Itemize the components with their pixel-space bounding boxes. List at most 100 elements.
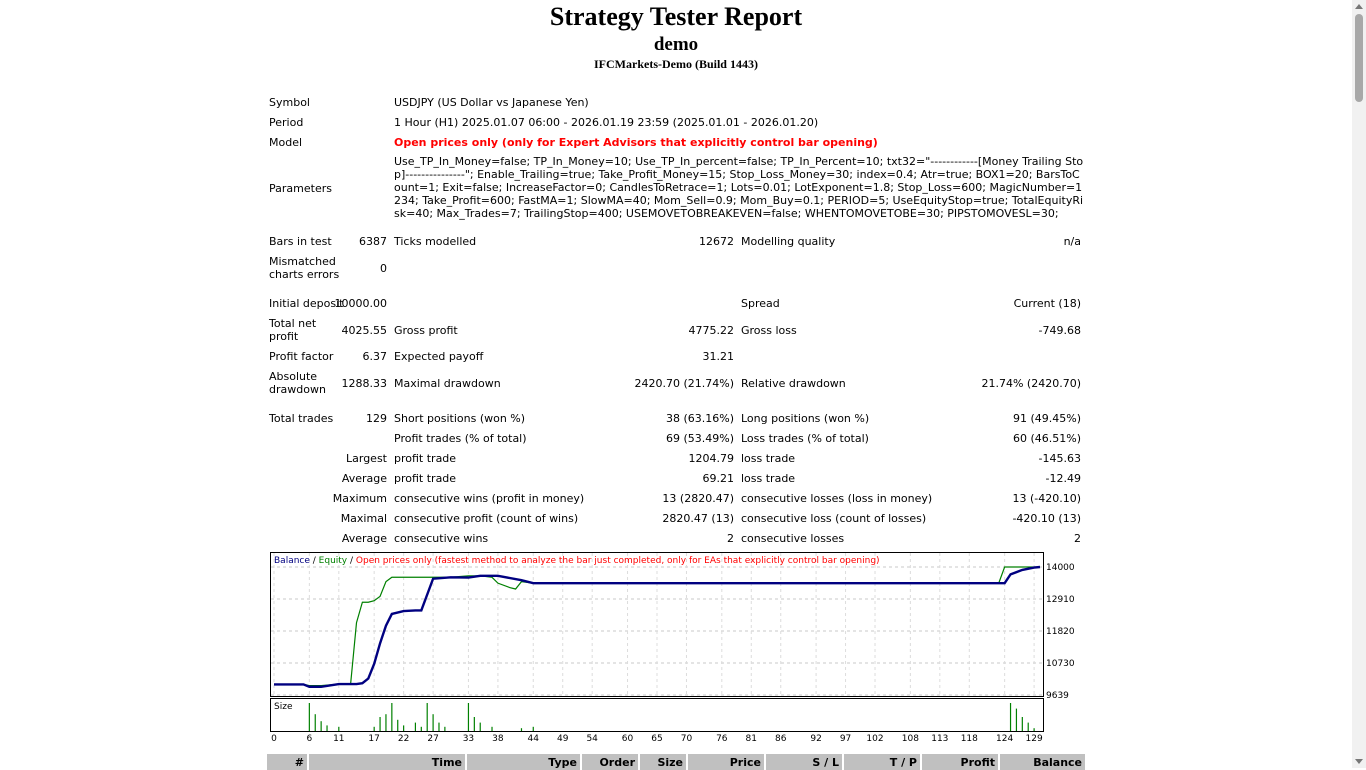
profittrades-label: Profit trades (% of total) (394, 432, 527, 445)
x-tick: 108 (901, 734, 919, 744)
x-tick: 118 (960, 734, 978, 744)
column-divider (998, 754, 1000, 770)
grossprofit-value: 4775.22 (688, 324, 735, 337)
chart-legend: Balance / Equity / Open prices only (fas… (274, 556, 880, 566)
col-order: Order (599, 756, 635, 769)
column-divider (465, 754, 467, 770)
grossloss-value: -749.68 (1038, 324, 1081, 337)
x-tick: 22 (397, 734, 410, 744)
x-tick: 129 (1025, 734, 1043, 744)
y-tick: 11820 (1046, 627, 1075, 637)
size-chart: Size (270, 698, 1044, 732)
y-tick: 12910 (1046, 595, 1075, 605)
largest-loss-value: -145.63 (1038, 452, 1081, 465)
avg-consec-wins-label: consecutive wins (394, 532, 489, 545)
average-consec-label: Average (341, 532, 387, 545)
scroll-up-arrow-icon[interactable] (1355, 4, 1363, 9)
model-label: Model (269, 136, 303, 149)
max-consec-wins-label: consecutive wins (profit in money) (394, 492, 585, 505)
col-time: Time (431, 756, 462, 769)
parameters-label: Parameters (269, 182, 332, 195)
vertical-scrollbar[interactable] (1352, 0, 1366, 768)
deposit-value: 10000.00 (334, 297, 388, 310)
average-loss-label: loss trade (741, 472, 796, 485)
parameters-value: Use_TP_In_Money=false; TP_In_Money=10; U… (394, 155, 1084, 220)
mismatch-value: 0 (380, 262, 387, 275)
ticks-label: Ticks modelled (394, 235, 477, 248)
column-divider (638, 754, 640, 770)
spread-label: Spread (741, 297, 780, 310)
period-value: 1 Hour (H1) 2025.01.07 06:00 - 2026.01.1… (394, 116, 819, 129)
reldd-value: 21.74% (2420.70) (981, 377, 1081, 390)
col-tp: T / P (889, 756, 917, 769)
largest-loss-label: loss trade (741, 452, 796, 465)
largest-profit-label: profit trade (394, 452, 457, 465)
x-tick: 97 (839, 734, 852, 744)
maximal-label: Maximal (340, 512, 387, 525)
profitfactor-value: 6.37 (362, 350, 388, 363)
x-tick: 113 (931, 734, 949, 744)
balance-line (274, 565, 1041, 688)
report-subtitle: demo (653, 34, 699, 55)
page-title: Strategy Tester Report (549, 2, 803, 31)
mismatch-label-line2: charts errors (269, 268, 340, 281)
avg-consec-wins-value: 2 (727, 532, 734, 545)
column-divider (686, 754, 688, 770)
maximum-label: Maximum (332, 492, 387, 505)
netprofit-label-line2: profit (269, 330, 299, 343)
average-loss-value: -12.49 (1045, 472, 1081, 485)
balance-chart: Balance / Equity / Open prices only (fas… (270, 552, 1044, 697)
x-tick: 60 (621, 734, 634, 744)
x-tick: 44 (527, 734, 539, 744)
max-consec-losses-value: 13 (-420.10) (1012, 492, 1081, 505)
x-tick: 27 (427, 734, 439, 744)
legend-equity: Equity (318, 556, 348, 566)
maximal-consec-profit-label: consecutive profit (count of wins) (394, 512, 579, 525)
deposit-label: Initial deposit (269, 297, 344, 310)
long-value: 91 (49.45%) (1012, 412, 1081, 425)
scroll-down-arrow-icon[interactable] (1355, 759, 1363, 764)
x-tick: 6 (306, 734, 313, 744)
payoff-label: Expected payoff (394, 350, 484, 363)
trades-value: 129 (366, 412, 387, 425)
maximal-consec-loss-value: -420.10 (13) (1012, 512, 1081, 525)
legend-balance: Balance (274, 556, 310, 566)
x-tick: 49 (556, 734, 569, 744)
grossloss-label: Gross loss (741, 324, 797, 337)
scrollbar-thumb[interactable] (1355, 14, 1363, 102)
bars-label: Bars in test (269, 235, 332, 248)
largest-label: Largest (346, 452, 387, 465)
x-tick: 17 (368, 734, 380, 744)
x-tick: 54 (586, 734, 598, 744)
column-divider (764, 754, 766, 770)
legend-separator: / (309, 556, 319, 566)
x-tick: 33 (462, 734, 475, 744)
size-chart-plot (308, 703, 1035, 731)
losstrades-label: Loss trades (% of total) (741, 432, 869, 445)
largest-profit-value: 1204.79 (688, 452, 735, 465)
size-label: Size (274, 702, 293, 712)
quality-label: Modelling quality (741, 235, 836, 248)
column-divider (920, 754, 922, 770)
short-value: 38 (63.16%) (665, 412, 734, 425)
column-divider (307, 754, 309, 770)
max-consec-wins-value: 13 (2820.47) (662, 492, 734, 505)
absdd-label-line1: Absolute (269, 370, 318, 383)
bars-value: 6387 (359, 235, 387, 248)
absdd-value: 1288.33 (341, 377, 388, 390)
grossprofit-label: Gross profit (394, 324, 458, 337)
maximal-consec-loss-label: consecutive loss (count of losses) (741, 512, 927, 525)
trades-table-header: # Time Type Order Size Price S / L T / P… (267, 754, 1085, 770)
column-divider (842, 754, 844, 770)
maxdd-label: Maximal drawdown (394, 377, 501, 390)
profittrades-value: 69 (53.49%) (665, 432, 734, 445)
column-divider (580, 754, 582, 770)
x-tick: 70 (680, 734, 693, 744)
netprofit-label-line1: Total net (269, 317, 317, 330)
x-tick: 124 (996, 734, 1014, 744)
legend-model-note: Open prices only (fastest method to anal… (355, 556, 880, 566)
absdd-label-line2: drawdown (269, 383, 326, 396)
x-tick: 102 (866, 734, 884, 744)
x-tick: 0 (271, 734, 277, 744)
x-tick: 81 (745, 734, 757, 744)
